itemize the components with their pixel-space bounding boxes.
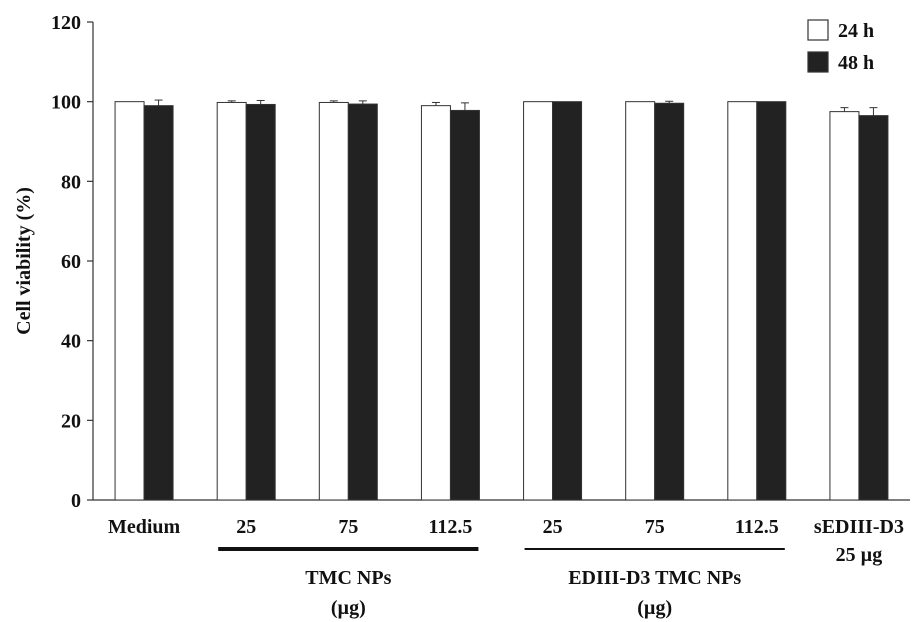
x-tick-label: 75 xyxy=(645,516,665,538)
bar-48h-2 xyxy=(347,103,378,501)
bar-24h-2 xyxy=(318,101,349,501)
legend-swatch xyxy=(807,19,829,41)
legend-label: 48 h xyxy=(838,52,874,74)
legend-label: 24 h xyxy=(838,20,874,42)
y-tick-label: 20 xyxy=(61,410,81,432)
bar-48h-0 xyxy=(143,105,174,501)
x-tick-label: 25 xyxy=(236,516,256,538)
bar-48h-6 xyxy=(756,101,787,501)
x-tick-label: sEDIII-D3 xyxy=(814,516,904,538)
bar-24h-5 xyxy=(625,101,656,501)
y-tick-label: 40 xyxy=(61,331,81,353)
y-tick-label: 100 xyxy=(51,92,81,114)
y-axis-label: Cell viability (%) xyxy=(13,187,35,335)
y-tick-label: 60 xyxy=(61,251,81,273)
legend-swatch xyxy=(807,51,829,73)
y-tick-label: 0 xyxy=(71,490,81,512)
bar-24h-7 xyxy=(829,111,860,501)
x-tick-label: 25 µg xyxy=(836,544,883,566)
x-tick-labels: Medium 25 75 112.5 25 75 112.5 sEDIII-D3 25 µg xyxy=(108,516,904,566)
group-label: (µg) xyxy=(637,597,672,619)
bar-48h-4 xyxy=(552,101,583,501)
x-tick-label: Medium xyxy=(108,516,181,538)
y-tick-label: 80 xyxy=(61,171,81,193)
x-tick-label: 25 xyxy=(543,516,563,538)
group-label: EDIII-D3 TMC NPs xyxy=(568,567,741,589)
x-tick-label: 112.5 xyxy=(428,516,472,538)
bars-layer xyxy=(114,99,889,501)
bar-24h-6 xyxy=(727,101,758,501)
legend: 24 h 48 h xyxy=(807,19,874,74)
y-tick-label: 120 xyxy=(51,12,81,34)
group-brackets: TMC NPs (µg) EDIII-D3 TMC NPs (µg) xyxy=(218,547,785,619)
bar-24h-4 xyxy=(523,101,554,501)
bar-48h-5 xyxy=(654,102,685,501)
group-label: (µg) xyxy=(331,597,366,619)
x-tick-label: 112.5 xyxy=(735,516,779,538)
bar-24h-0 xyxy=(114,101,145,501)
bar-48h-7 xyxy=(858,115,889,501)
bar-48h-3 xyxy=(449,109,480,501)
group-label: TMC NPs xyxy=(305,567,391,589)
bar-48h-1 xyxy=(245,103,276,501)
bar-24h-3 xyxy=(420,105,451,501)
bar-24h-1 xyxy=(216,101,247,501)
x-tick-label: 75 xyxy=(338,516,358,538)
